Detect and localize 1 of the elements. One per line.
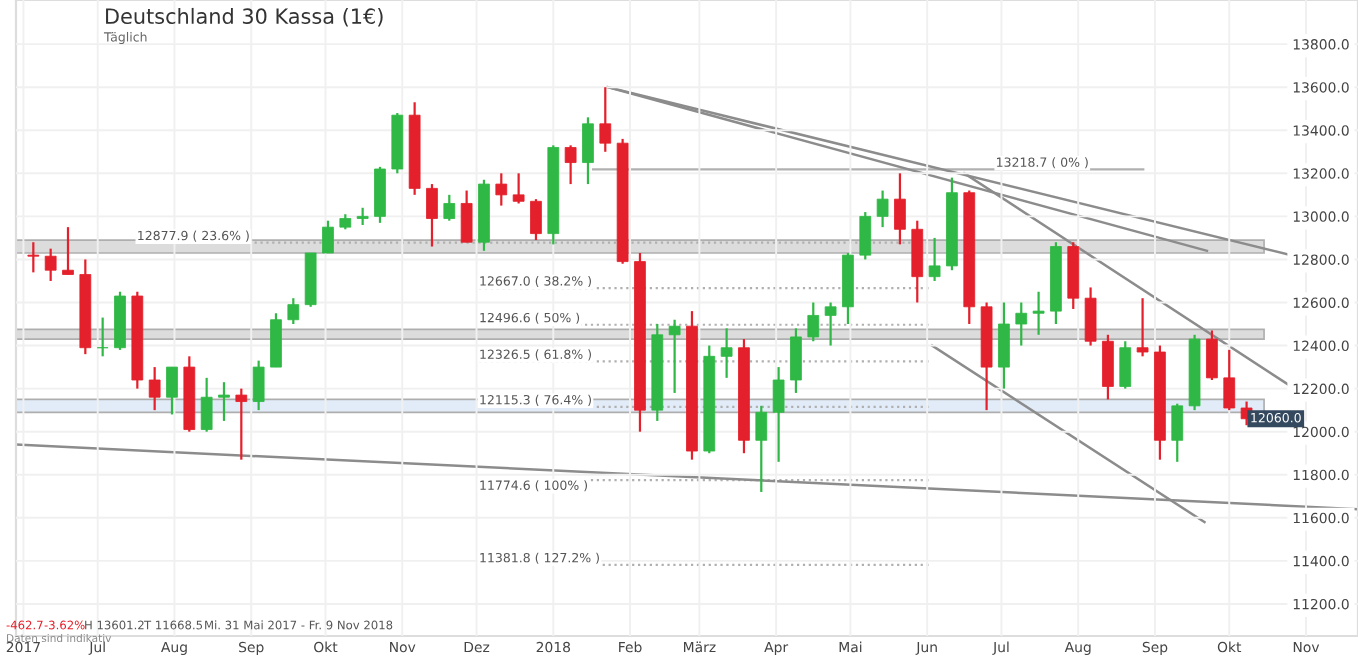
chart-title: Deutschland 30 Kassa (1€) (106, 7, 383, 27)
